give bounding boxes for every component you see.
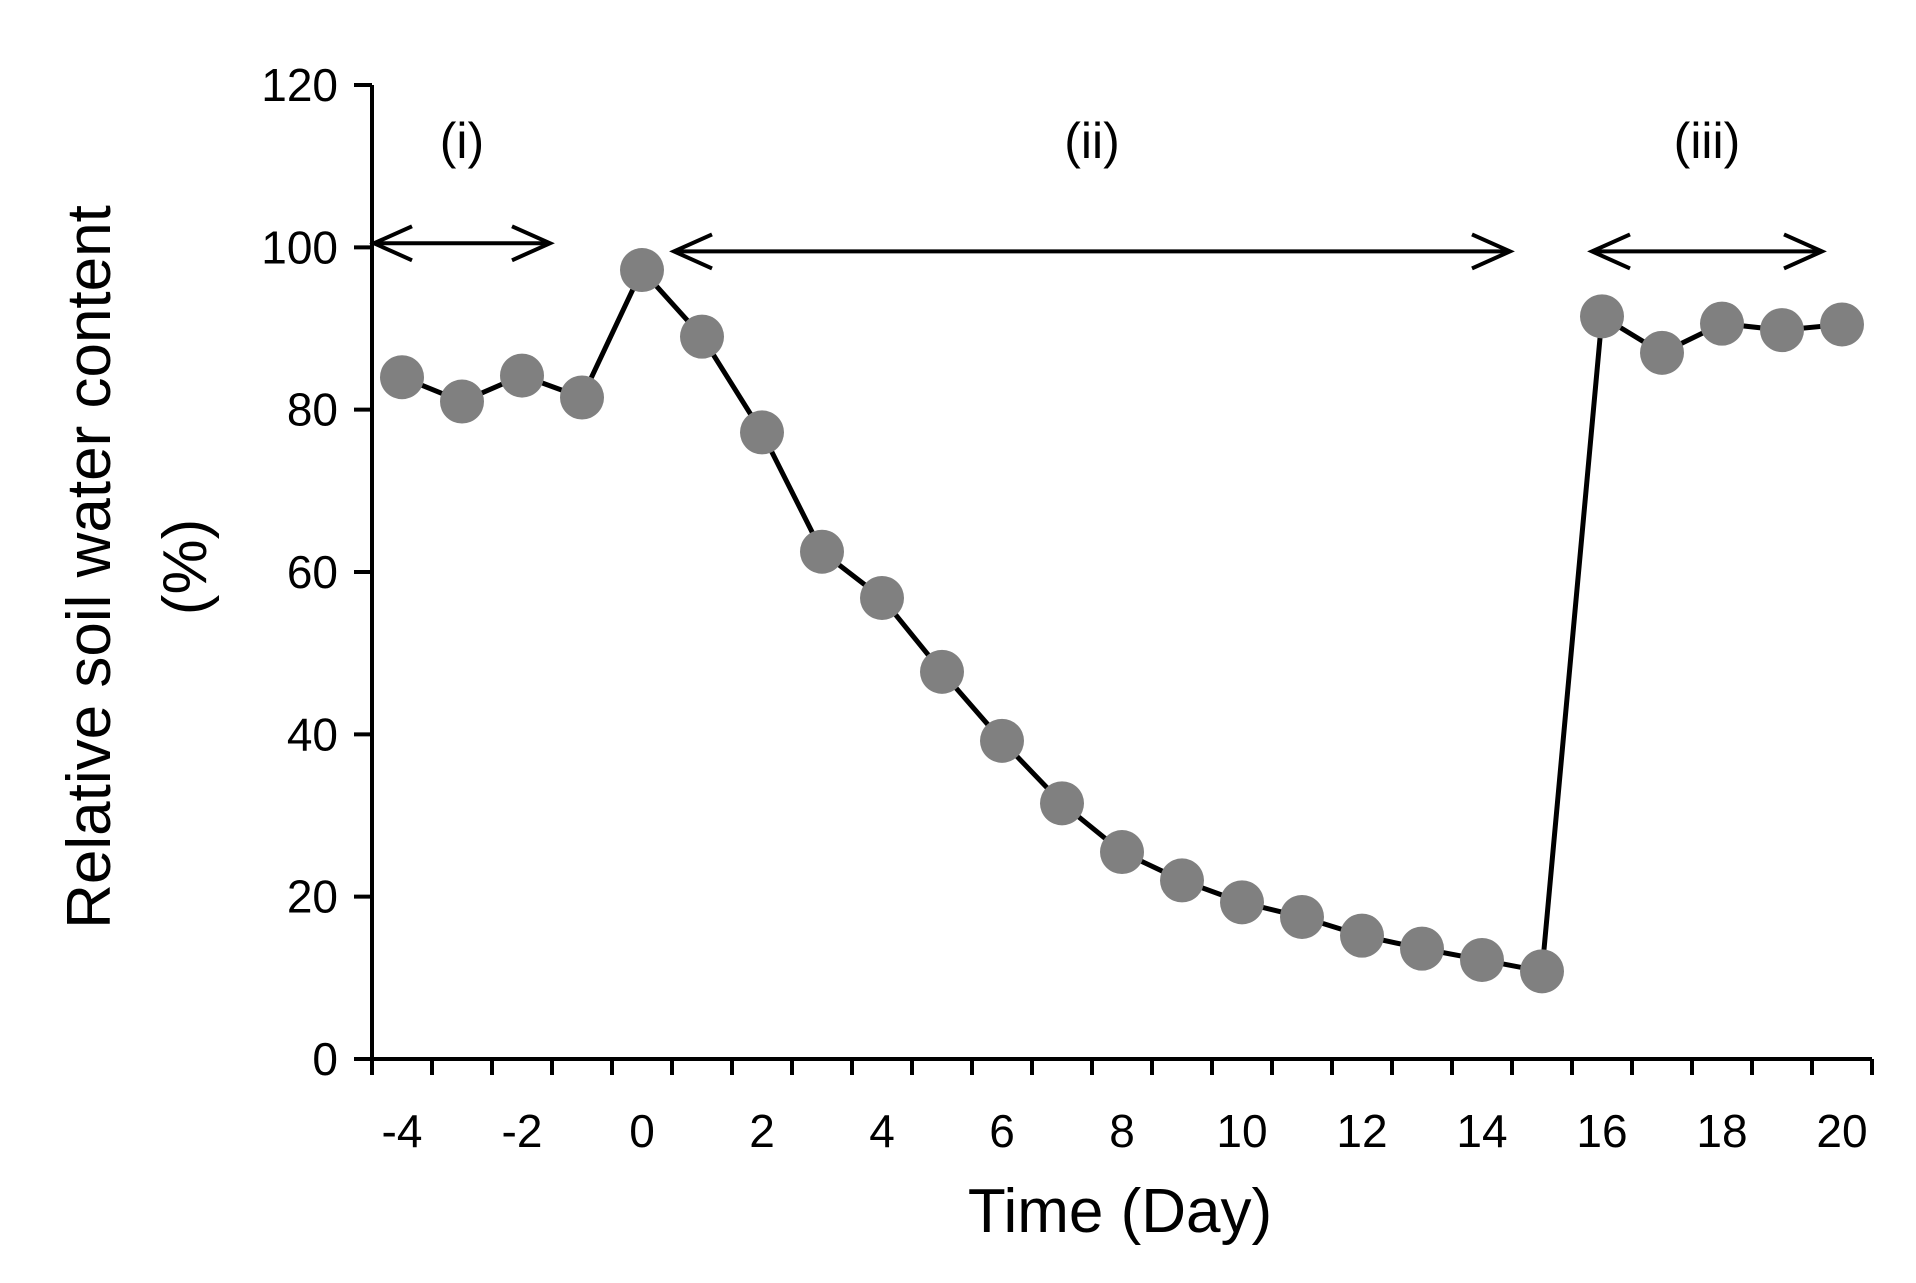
y-tick-label: 40 (287, 708, 338, 760)
x-tick-label: -2 (502, 1105, 543, 1157)
data-point (1460, 937, 1504, 982)
data-point (1400, 926, 1444, 971)
y-tick-label: 80 (287, 384, 338, 436)
data-point (980, 718, 1024, 763)
y-tick-label: 20 (287, 871, 338, 923)
data-point (1100, 830, 1144, 875)
y-tick-label: 60 (287, 546, 338, 598)
x-tick-label: 4 (869, 1105, 895, 1157)
x-tick-label: 20 (1816, 1105, 1867, 1157)
data-point (1160, 858, 1204, 903)
x-axis: -4 -2 0 2 4 6 8 10 12 14 16 18 20 (370, 1057, 1874, 1157)
phase-arrow-head-left (1587, 232, 1631, 271)
phase-arrow-head-right (1471, 232, 1515, 271)
phase-label: (i) (440, 113, 484, 169)
data-point (500, 353, 544, 398)
data-point (1520, 949, 1564, 994)
data-series (380, 248, 1864, 994)
y-axis: 0 20 40 60 80 100 120 (261, 59, 374, 1085)
data-point (1640, 330, 1684, 375)
x-tick-label: 10 (1216, 1105, 1267, 1157)
x-tick-label: 12 (1336, 1105, 1387, 1157)
phase-label: (iii) (1674, 113, 1741, 169)
data-point (860, 575, 904, 620)
y-tick-label: 0 (312, 1033, 338, 1085)
data-point (560, 375, 604, 420)
data-point (620, 248, 664, 293)
x-tick-label: 16 (1576, 1105, 1627, 1157)
phase-label: (ii) (1064, 113, 1120, 169)
x-tick-label: 18 (1696, 1105, 1747, 1157)
y-axis-title-unit: (%) (151, 519, 220, 615)
x-tick-label: 14 (1456, 1105, 1507, 1157)
data-point (920, 649, 964, 694)
x-tick-label: -4 (382, 1105, 423, 1157)
data-point (1040, 781, 1084, 826)
data-point (380, 355, 424, 400)
phase-arrow-head-right (1783, 232, 1827, 271)
phase-annotations: (i) (ii) (iii) (369, 113, 1827, 271)
data-point (440, 379, 484, 424)
data-point (1700, 301, 1744, 346)
data-point (740, 410, 784, 455)
data-point (1340, 913, 1384, 958)
y-tick-label: 120 (261, 59, 338, 111)
data-point (1760, 308, 1804, 353)
data-point (1580, 294, 1624, 339)
phase-arrow-head-right (511, 224, 555, 263)
data-point (800, 529, 844, 574)
x-tick-label: 8 (1109, 1105, 1135, 1157)
y-axis-title: Relative soil water content (55, 205, 124, 929)
y-tick-label: 100 (261, 221, 338, 273)
data-point (1220, 880, 1264, 925)
x-tick-label: 0 (629, 1105, 655, 1157)
data-point (1280, 894, 1324, 939)
x-tick-label: 6 (989, 1105, 1015, 1157)
phase-arrow-head-left (669, 232, 713, 271)
x-tick-label: 2 (749, 1105, 775, 1157)
x-axis-title: Time (Day) (968, 1177, 1272, 1246)
data-point (680, 314, 724, 359)
data-point (1820, 302, 1864, 347)
